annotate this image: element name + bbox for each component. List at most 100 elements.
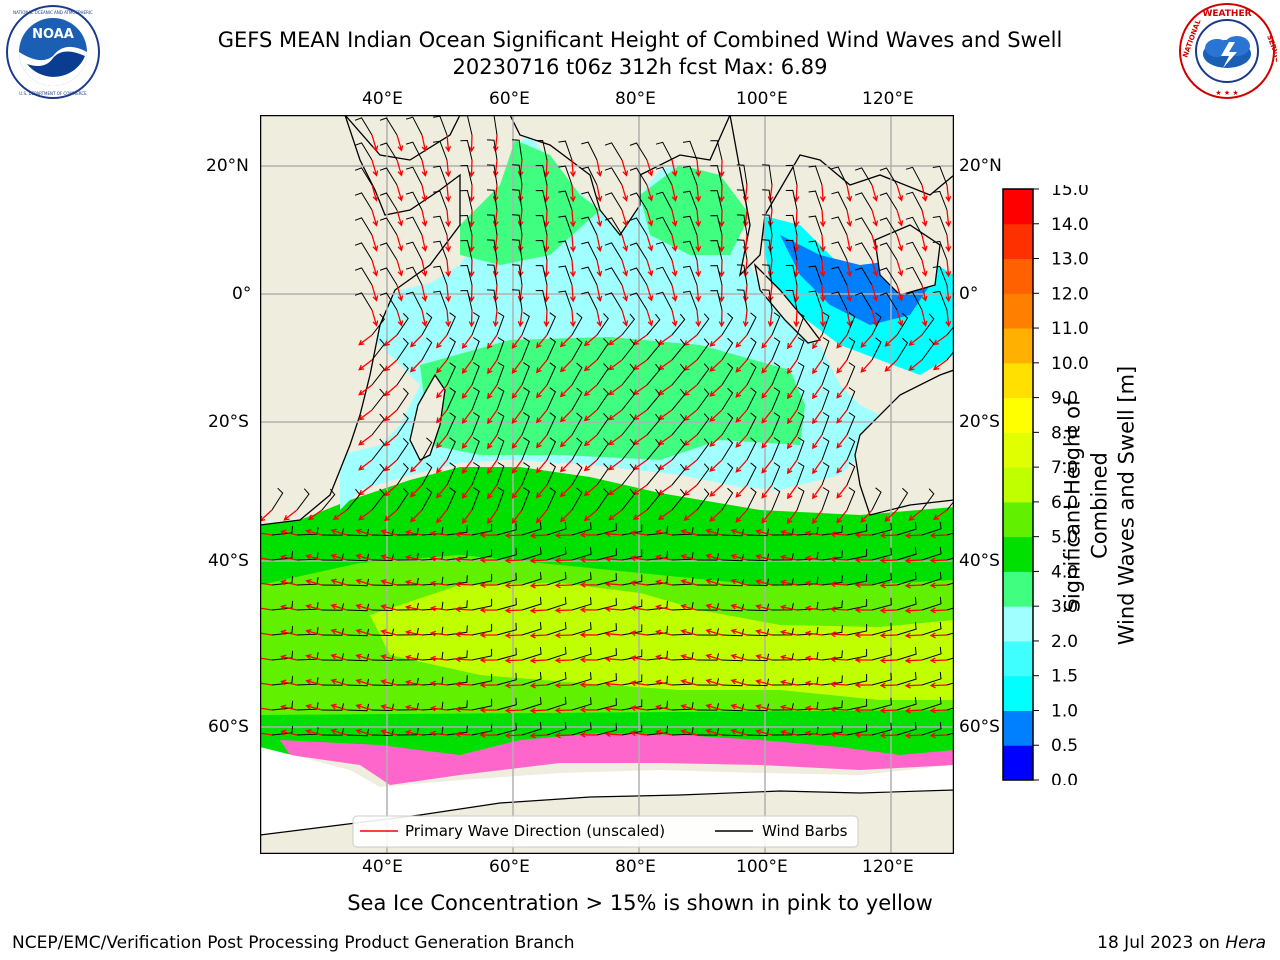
wave-direction-arrow xyxy=(511,459,523,474)
wind-barb xyxy=(521,622,542,636)
wave-direction-arrow xyxy=(904,682,923,689)
wind-barb xyxy=(821,675,843,686)
wind-barb xyxy=(521,462,530,486)
wave-direction-arrow xyxy=(829,656,848,663)
wave-direction-arrow xyxy=(583,334,598,347)
wave-direction-arrow xyxy=(680,628,698,636)
wave-direction-arrow xyxy=(695,234,702,253)
wave-direction-arrow xyxy=(280,704,298,711)
wind-barb xyxy=(629,192,648,211)
wave-direction-arrow xyxy=(604,531,623,538)
wind-barb xyxy=(521,487,530,511)
wave-direction-arrow xyxy=(829,631,848,638)
wind-barb xyxy=(946,325,954,336)
wave-direction-arrow xyxy=(761,384,773,399)
wind-barb xyxy=(371,703,395,712)
wind-barb xyxy=(521,722,542,736)
wave-direction-arrow xyxy=(879,557,898,564)
wave-direction-arrow xyxy=(543,309,550,328)
wave-direction-arrow xyxy=(879,582,898,589)
colorbar-swatch xyxy=(1003,640,1033,677)
wave-direction-arrow xyxy=(904,632,923,639)
wind-barb xyxy=(871,547,892,561)
wave-direction-arrow xyxy=(655,679,673,686)
wind-barb xyxy=(621,413,636,436)
wind-barb xyxy=(346,528,370,537)
wind-barb xyxy=(746,628,770,637)
wind-barb xyxy=(762,164,773,186)
wind-barb xyxy=(446,675,468,686)
wind-barb xyxy=(535,139,548,161)
nws-logo: WEATHER ★ ★ ★ NATIONAL SERVICE xyxy=(1179,3,1277,99)
wave-direction-arrow xyxy=(454,681,473,688)
wind-barb xyxy=(521,547,542,561)
wind-barb xyxy=(721,728,745,737)
wind-barb xyxy=(271,525,294,536)
wave-direction-arrow xyxy=(646,259,654,277)
colorbar-swatch xyxy=(1003,328,1033,364)
wind-barb xyxy=(571,547,592,561)
wave-direction-arrow xyxy=(730,653,748,661)
wave-direction-arrow xyxy=(812,509,823,525)
wind-barb xyxy=(558,290,573,311)
wave-direction-arrow xyxy=(709,484,723,497)
wind-barb xyxy=(921,646,942,661)
wave-direction-arrow xyxy=(683,509,698,521)
wind-barb xyxy=(371,578,395,587)
wind-barb xyxy=(396,727,419,736)
wind-barb xyxy=(571,572,592,586)
wind-barb xyxy=(721,312,734,336)
wind-barb xyxy=(535,264,548,286)
wave-direction-arrow xyxy=(404,679,423,686)
wave-direction-arrow xyxy=(871,284,879,302)
wave-direction-arrow xyxy=(786,509,798,525)
wind-barb xyxy=(496,312,505,336)
wind-barb xyxy=(746,578,770,587)
wave-direction-arrow xyxy=(755,604,773,611)
wave-direction-arrow xyxy=(479,732,498,738)
wave-direction-arrow xyxy=(358,509,373,521)
wind-barb xyxy=(346,578,370,587)
wave-direction-arrow xyxy=(579,556,598,563)
wave-direction-arrow xyxy=(786,409,798,425)
wind-barb xyxy=(721,337,734,361)
wave-direction-arrow xyxy=(804,730,823,737)
wave-direction-arrow xyxy=(629,530,648,537)
wave-direction-arrow xyxy=(280,654,298,661)
colorbar-tick-label: 14.0 xyxy=(1051,215,1089,235)
wind-barb xyxy=(371,463,385,486)
wind-barb xyxy=(808,290,823,311)
wave-direction-arrow xyxy=(479,682,498,688)
wind-barb xyxy=(596,648,617,661)
wind-barb xyxy=(379,217,398,236)
wind-barb xyxy=(558,265,573,286)
wind-barb xyxy=(621,699,643,711)
wave-direction-arrow xyxy=(280,679,298,686)
wave-direction-arrow xyxy=(767,309,774,328)
wind-barb xyxy=(671,463,686,486)
wind-barb xyxy=(621,674,643,686)
colorbar-tick-label: 10.0 xyxy=(1051,354,1089,374)
wave-direction-arrow xyxy=(755,654,773,661)
wind-barb xyxy=(546,621,567,636)
colorbar-swatch xyxy=(1003,362,1033,399)
svg-text:WEATHER: WEATHER xyxy=(1202,9,1251,19)
wind-barb xyxy=(346,678,370,687)
wind-barb xyxy=(421,701,444,711)
wind-barb xyxy=(821,525,843,536)
wind-barb xyxy=(721,362,734,386)
wave-direction-arrow xyxy=(280,554,298,561)
wind-barb xyxy=(271,725,294,736)
wind-barb xyxy=(721,703,745,712)
wave-direction-arrow xyxy=(608,384,623,396)
wave-direction-arrow xyxy=(761,334,773,349)
wind-barb xyxy=(736,164,748,186)
wind-barb xyxy=(496,337,505,361)
wind-barb xyxy=(808,165,823,186)
wave-direction-arrow xyxy=(896,234,904,252)
wind-barb xyxy=(433,290,448,311)
wind-barb xyxy=(682,240,698,261)
wave-direction-arrow xyxy=(579,581,598,588)
wave-direction-arrow xyxy=(896,309,904,327)
wave-direction-arrow xyxy=(529,532,548,539)
